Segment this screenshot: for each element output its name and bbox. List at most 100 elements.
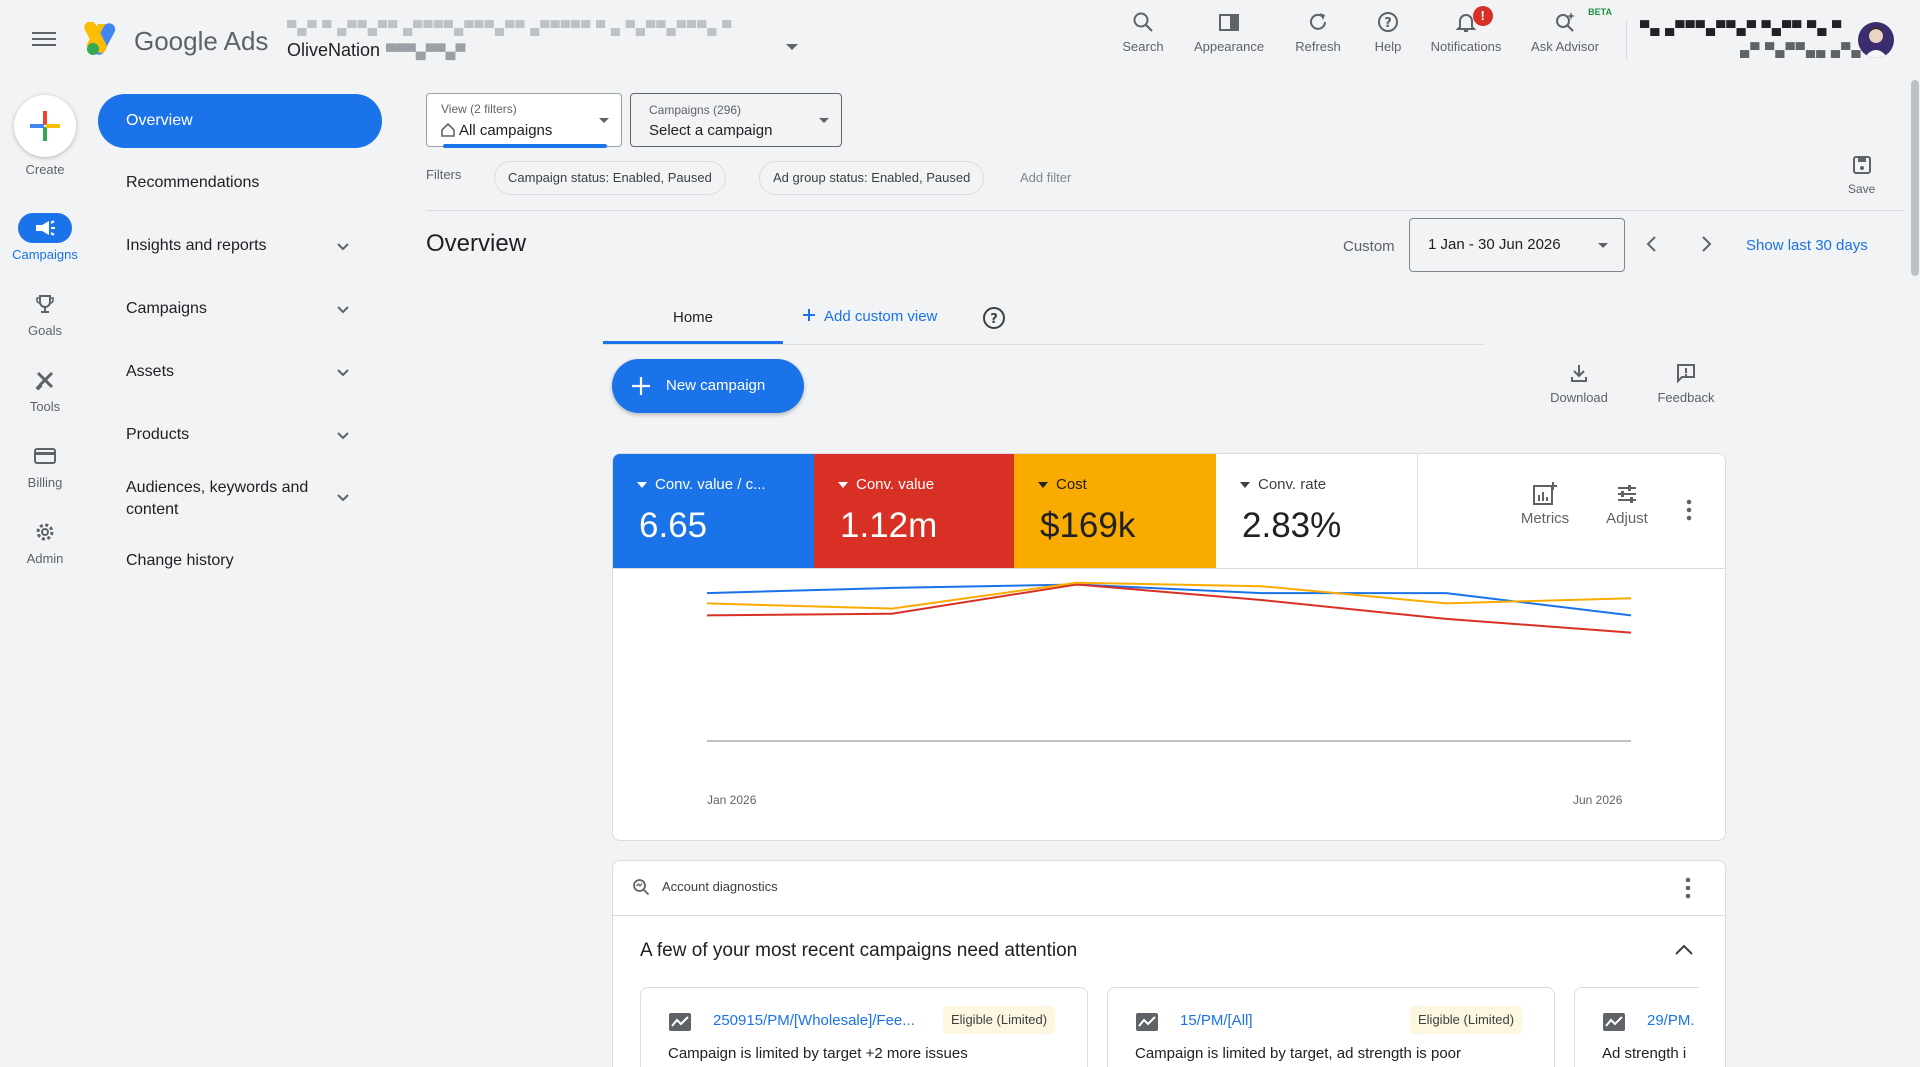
chevron-down-icon[interactable] — [336, 491, 350, 505]
metric-tile-conv-value[interactable]: Conv. value 1.12m — [814, 454, 1014, 568]
caret-down-icon — [1038, 482, 1048, 489]
performance-card: Conv. value / c... 6.65 Conv. value 1.12… — [612, 453, 1726, 841]
user-email-blurred: ▀▄ ▄▀▀▀▄▀▀▄▀ ▀▄▀▀ ▀▄ ▀ — [1640, 20, 1843, 35]
tabs-divider — [603, 344, 1484, 345]
appearance-button[interactable]: Appearance — [1188, 10, 1270, 70]
add-custom-view-label: Add custom view — [824, 308, 938, 325]
tab-home-label: Home — [672, 309, 713, 326]
campaign-issue-card[interactable]: 29/PM. Ad strength i — [1574, 987, 1699, 1067]
new-campaign-button[interactable]: New campaign — [612, 359, 804, 413]
view-selector[interactable]: View (2 filters) All campaigns — [426, 93, 622, 148]
account-name-blurred: ▀▀▀▄▀▀▄▀ — [386, 43, 466, 59]
metrics-button[interactable]: Metrics — [1513, 482, 1577, 527]
card-divider — [613, 568, 1725, 569]
filter-chip-campaign-status[interactable]: Campaign status: Enabled, Paused — [494, 161, 726, 195]
refresh-label: Refresh — [1295, 39, 1341, 54]
nav-recommendations[interactable]: Recommendations — [126, 174, 260, 191]
help-button[interactable]: ? Help — [1366, 10, 1410, 70]
rail-item-campaigns[interactable]: Campaigns — [0, 213, 90, 262]
search-label: Search — [1122, 39, 1164, 54]
campaigns-label: Campaigns (296) — [649, 103, 742, 117]
download-icon — [1571, 365, 1587, 382]
chevron-down-icon[interactable] — [336, 240, 350, 254]
advisor-sparkle-icon — [1556, 12, 1575, 32]
credit-card-icon — [34, 448, 56, 464]
performance-line-chart — [706, 581, 1632, 742]
metric-tile-cost[interactable]: Cost $169k — [1014, 454, 1216, 568]
campaign-link[interactable]: 15/PM/[All] — [1180, 1012, 1253, 1029]
caret-down-icon — [1240, 482, 1250, 489]
scrollbar[interactable] — [1911, 80, 1919, 276]
rail-item-goals[interactable]: Goals — [0, 289, 90, 338]
chevron-up-icon[interactable] — [1674, 943, 1694, 957]
date-range-value: 1 Jan - 30 Jun 2026 — [1428, 236, 1561, 253]
campaign-issue-card[interactable]: 250915/PM/[Wholesale]/Fee... Eligible (L… — [640, 987, 1088, 1067]
campaign-link[interactable]: 250915/PM/[Wholesale]/Fee... — [713, 1012, 915, 1029]
appearance-label: Appearance — [1193, 39, 1265, 54]
nav-audiences[interactable]: Audiences, keywords and content — [126, 479, 309, 518]
campaign-link[interactable]: 29/PM. — [1647, 1012, 1695, 1029]
metric-tile-conv-rate[interactable]: Conv. rate 2.83% — [1216, 454, 1418, 568]
ask-advisor-label: Ask Advisor — [1531, 39, 1599, 54]
notifications-button[interactable]: Notifications ! — [1424, 6, 1508, 70]
tab-indicator — [603, 341, 783, 344]
nav-overview[interactable]: Overview — [98, 94, 382, 148]
rail-item-billing[interactable]: Billing — [0, 441, 90, 490]
add-filter-button[interactable]: Add filter — [1020, 170, 1072, 185]
trend-chart-icon — [1136, 1013, 1158, 1031]
chevron-down-icon[interactable] — [336, 303, 350, 317]
nav-products[interactable]: Products — [126, 426, 190, 443]
feedback-button[interactable]: Feedback — [1652, 362, 1720, 405]
rail-item-admin[interactable]: Admin — [0, 517, 90, 566]
refresh-button[interactable]: Refresh — [1290, 10, 1346, 70]
series-line-2 — [706, 581, 1632, 610]
x-tick-label: Jun 2026 — [1573, 793, 1623, 807]
filter-chip-adgroup-status[interactable]: Ad group status: Enabled, Paused — [759, 161, 985, 195]
chevron-right-icon[interactable] — [1694, 232, 1718, 256]
avatar[interactable] — [1858, 22, 1894, 58]
metric-label: Conv. value / c... — [637, 476, 766, 493]
help-label: Help — [1374, 39, 1402, 54]
nav-assets[interactable]: Assets — [126, 363, 175, 380]
date-range-picker[interactable]: 1 Jan - 30 Jun 2026 — [1409, 218, 1625, 272]
create-button[interactable] — [14, 95, 76, 157]
caret-down-icon — [599, 118, 609, 123]
nav-campaigns[interactable]: Campaigns — [126, 300, 207, 317]
nav-insights[interactable]: Insights and reports — [126, 237, 267, 254]
account-name: OliveNation — [287, 40, 381, 60]
add-chart-icon — [1533, 482, 1557, 505]
status-badge: Eligible (Limited) — [1410, 1006, 1523, 1034]
chevron-down-icon[interactable] — [336, 429, 350, 443]
show-last-30-days-link[interactable]: Show last 30 days — [1746, 237, 1868, 254]
account-selector[interactable]: OliveNation ▀▀▀▄▀▀▄▀ — [287, 40, 465, 61]
plus-icon — [803, 309, 815, 321]
feedback-label: Feedback — [1657, 390, 1715, 405]
series-line-0 — [706, 583, 1632, 617]
campaign-selector[interactable]: Campaigns (296) Select a campaign — [630, 93, 842, 147]
megaphone-icon — [36, 220, 55, 236]
nav-change-history[interactable]: Change history — [126, 552, 234, 569]
help-circle-icon[interactable]: ? — [982, 306, 1006, 330]
more-vert-icon[interactable] — [1684, 876, 1692, 900]
page-title: Overview — [426, 230, 527, 257]
metric-value: $169k — [1040, 506, 1136, 545]
rail-item-tools[interactable]: Tools — [0, 365, 90, 414]
campaign-issue-card[interactable]: 15/PM/[All] Eligible (Limited) Campaign … — [1107, 987, 1555, 1067]
metric-tile-conv-value-cost[interactable]: Conv. value / c... 6.65 — [613, 454, 814, 568]
download-button[interactable]: Download — [1546, 362, 1612, 405]
issue-description: Campaign is limited by target, ad streng… — [1135, 1045, 1461, 1062]
date-custom-label: Custom — [1343, 238, 1395, 255]
adjust-button[interactable]: Adjust — [1597, 482, 1657, 527]
account-caret-icon[interactable] — [786, 44, 798, 50]
chevron-down-icon[interactable] — [336, 366, 350, 380]
save-button[interactable]: Save — [1848, 154, 1875, 196]
search-button[interactable]: Search — [1118, 10, 1168, 70]
ask-advisor-button[interactable]: Ask Advisor BETA — [1524, 7, 1612, 70]
tab-home[interactable]: Home — [603, 300, 783, 344]
caret-down-icon — [819, 118, 829, 123]
add-custom-view-button[interactable]: Add custom view — [802, 308, 937, 325]
menu-icon[interactable] — [30, 28, 58, 52]
chevron-left-icon[interactable] — [1640, 232, 1664, 256]
refresh-icon — [1310, 13, 1326, 30]
more-vert-icon[interactable] — [1685, 498, 1693, 522]
